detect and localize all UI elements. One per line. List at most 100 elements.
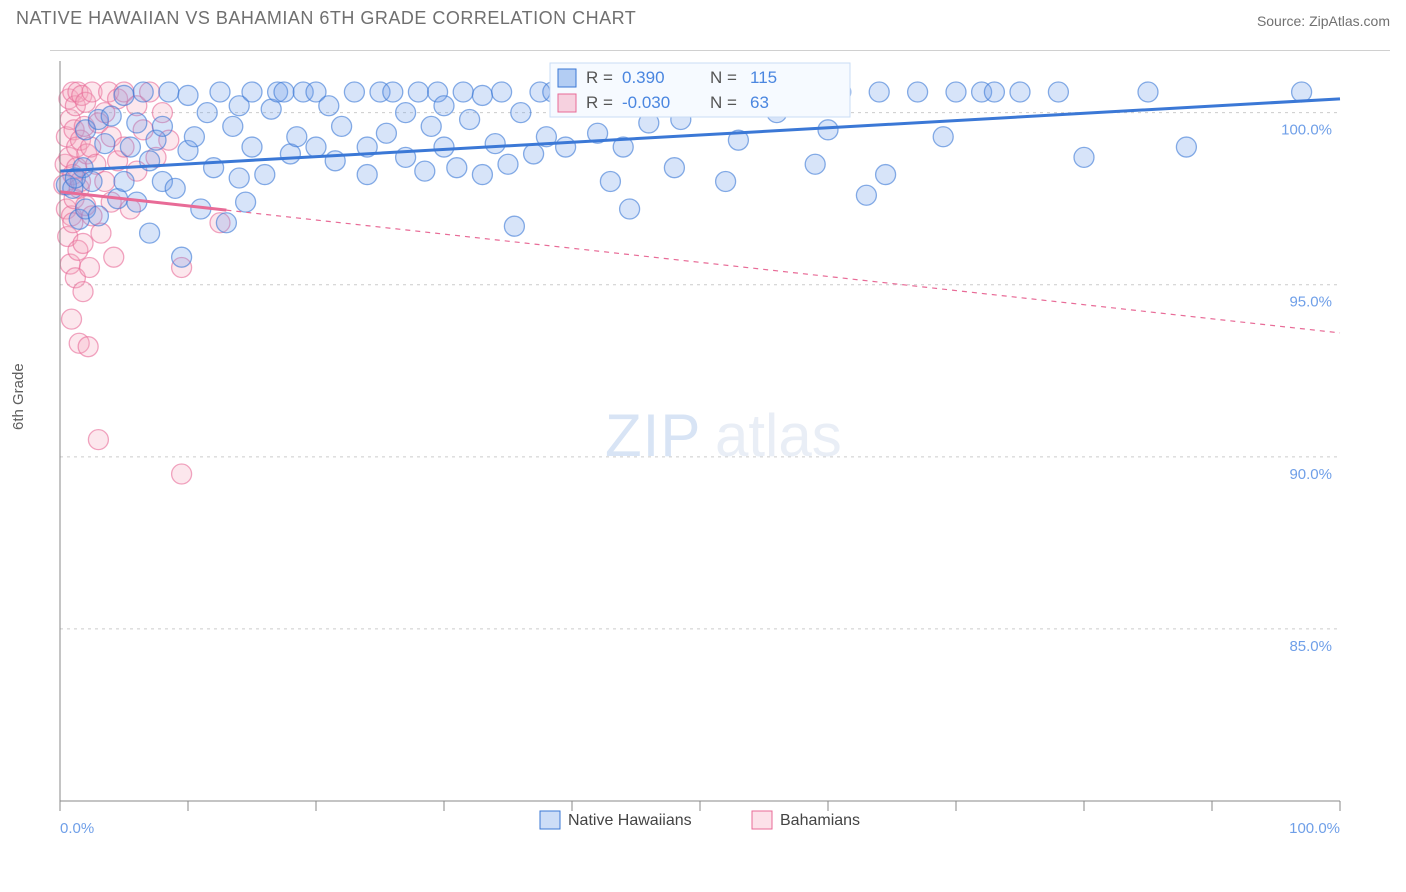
data-point [1138,82,1158,102]
data-point [319,96,339,116]
data-point [716,171,736,191]
y-axis-label: 6th Grade [10,363,27,430]
stats-n-value: 63 [750,93,769,112]
data-point [421,116,441,136]
data-point [242,137,262,157]
data-point [140,223,160,243]
data-point [88,430,108,450]
legend-swatch [540,811,560,829]
y-tick-label: 90.0% [1289,466,1332,483]
data-point [1292,82,1312,102]
y-tick-label: 100.0% [1281,122,1332,139]
legend-swatch [752,811,772,829]
data-point [383,82,403,102]
data-point [120,137,140,157]
data-point [274,82,294,102]
data-point [178,85,198,105]
data-point [504,216,524,236]
x-tick-label: 0.0% [60,820,94,837]
data-point [223,116,243,136]
stats-n-label: N = [710,93,737,112]
chart-plot-area: 85.0%90.0%95.0%100.0%ZIPatlas0.0%100.0%R… [50,50,1390,841]
data-point [376,123,396,143]
data-point [73,233,93,253]
data-point [600,171,620,191]
data-point [95,134,115,154]
data-point [332,116,352,136]
data-point [492,82,512,102]
data-point [357,165,377,185]
data-point [306,137,326,157]
chart-header: NATIVE HAWAIIAN VS BAHAMIAN 6TH GRADE CO… [0,0,1406,33]
y-tick-label: 95.0% [1289,294,1332,311]
data-point [344,82,364,102]
data-point [498,154,518,174]
data-point [620,199,640,219]
stats-swatch [558,69,576,87]
stats-n-label: N = [710,68,737,87]
data-point [73,282,93,302]
data-point [908,82,928,102]
data-point [255,165,275,185]
data-point [933,127,953,147]
stats-swatch [558,94,576,112]
data-point [101,106,121,126]
data-point [511,103,531,123]
data-point [197,103,217,123]
y-tick-label: 85.0% [1289,638,1332,655]
data-point [524,144,544,164]
data-point [472,165,492,185]
data-point [210,82,230,102]
chart-title: NATIVE HAWAIIAN VS BAHAMIAN 6TH GRADE CO… [16,8,636,29]
data-point [472,85,492,105]
data-point [434,137,454,157]
data-point [165,178,185,198]
data-point [104,247,124,267]
data-point [1176,137,1196,157]
data-point [869,82,889,102]
data-point [1010,82,1030,102]
data-point [856,185,876,205]
data-point [805,154,825,174]
data-point [556,137,576,157]
data-point [159,82,179,102]
data-point [62,309,82,329]
data-point [114,171,134,191]
data-point [114,85,134,105]
data-point [88,206,108,226]
data-point [79,258,99,278]
data-point [1048,82,1068,102]
data-point [216,213,236,233]
stats-r-value: 0.390 [622,68,665,87]
data-point [242,82,262,102]
legend-label: Bahamians [780,812,860,829]
trend-line-extrapolated [226,210,1340,333]
chart-svg: 85.0%90.0%95.0%100.0%ZIPatlas0.0%100.0%R… [50,51,1390,841]
legend-label: Native Hawaiians [568,812,692,829]
stats-n-value: 115 [750,68,777,87]
watermark: atlas [715,402,842,469]
data-point [82,171,102,191]
data-point [415,161,435,181]
source-credit: Source: ZipAtlas.com [1257,13,1390,29]
data-point [184,127,204,147]
data-point [818,120,838,140]
data-point [229,168,249,188]
data-point [984,82,1004,102]
data-point [172,247,192,267]
data-point [453,82,473,102]
x-tick-label: 100.0% [1289,820,1340,837]
data-point [78,337,98,357]
data-point [485,134,505,154]
data-point [876,165,896,185]
data-point [946,82,966,102]
data-point [133,82,153,102]
data-point [172,464,192,484]
data-point [434,96,454,116]
data-point [127,113,147,133]
data-point [236,192,256,212]
stats-r-label: R = [586,93,613,112]
stats-r-value: -0.030 [622,93,670,112]
data-point [408,82,428,102]
data-point [1074,147,1094,167]
